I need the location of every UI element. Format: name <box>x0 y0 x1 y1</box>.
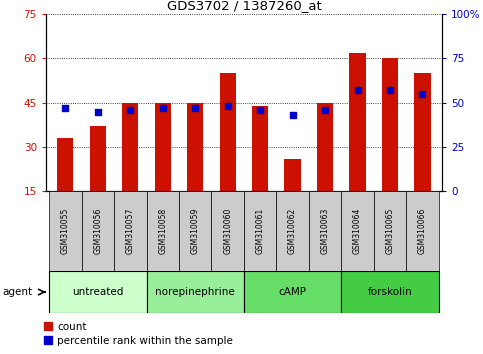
Bar <box>244 191 276 271</box>
Bar <box>49 271 146 313</box>
Text: GSM310059: GSM310059 <box>191 208 199 254</box>
Bar <box>114 191 146 271</box>
Bar <box>414 73 430 191</box>
Text: forskolin: forskolin <box>368 287 412 297</box>
Bar <box>212 191 244 271</box>
Text: norepinephrine: norepinephrine <box>156 287 235 297</box>
Point <box>419 91 426 97</box>
Point <box>386 87 394 93</box>
Bar <box>220 73 236 191</box>
Point <box>321 107 329 113</box>
Point <box>289 112 297 118</box>
Bar <box>187 103 203 191</box>
Point <box>224 103 231 109</box>
Text: GSM310062: GSM310062 <box>288 208 297 254</box>
Bar <box>122 103 139 191</box>
Bar <box>276 191 309 271</box>
Point <box>354 87 361 93</box>
Bar <box>49 191 82 271</box>
Bar <box>244 271 341 313</box>
Bar <box>57 138 73 191</box>
Title: GDS3702 / 1387260_at: GDS3702 / 1387260_at <box>167 0 321 12</box>
Bar <box>146 191 179 271</box>
Bar <box>309 191 341 271</box>
Bar <box>90 126 106 191</box>
Point <box>61 105 69 111</box>
Text: GSM310065: GSM310065 <box>385 208 395 254</box>
Bar <box>341 191 374 271</box>
Bar <box>155 103 171 191</box>
Point <box>191 105 199 111</box>
Text: GSM310063: GSM310063 <box>321 208 329 254</box>
Text: GSM310064: GSM310064 <box>353 208 362 254</box>
Bar <box>284 159 301 191</box>
Text: cAMP: cAMP <box>279 287 307 297</box>
Bar <box>341 271 439 313</box>
Text: untreated: untreated <box>72 287 124 297</box>
Text: GSM310055: GSM310055 <box>61 208 70 254</box>
Bar <box>179 191 212 271</box>
Point <box>127 107 134 113</box>
Bar <box>374 191 406 271</box>
Point <box>256 107 264 113</box>
Bar <box>252 105 268 191</box>
Text: agent: agent <box>2 287 32 297</box>
Text: GSM310061: GSM310061 <box>256 208 265 254</box>
Bar <box>146 271 244 313</box>
Point <box>159 105 167 111</box>
Text: GSM310056: GSM310056 <box>93 208 102 254</box>
Bar <box>406 191 439 271</box>
Point <box>94 109 102 114</box>
Text: GSM310058: GSM310058 <box>158 208 167 254</box>
Text: GSM310057: GSM310057 <box>126 208 135 254</box>
Bar <box>349 52 366 191</box>
Bar <box>382 58 398 191</box>
Legend: count, percentile rank within the sample: count, percentile rank within the sample <box>44 321 233 346</box>
Bar <box>317 103 333 191</box>
Text: GSM310060: GSM310060 <box>223 208 232 254</box>
Bar <box>82 191 114 271</box>
Text: GSM310066: GSM310066 <box>418 208 427 254</box>
